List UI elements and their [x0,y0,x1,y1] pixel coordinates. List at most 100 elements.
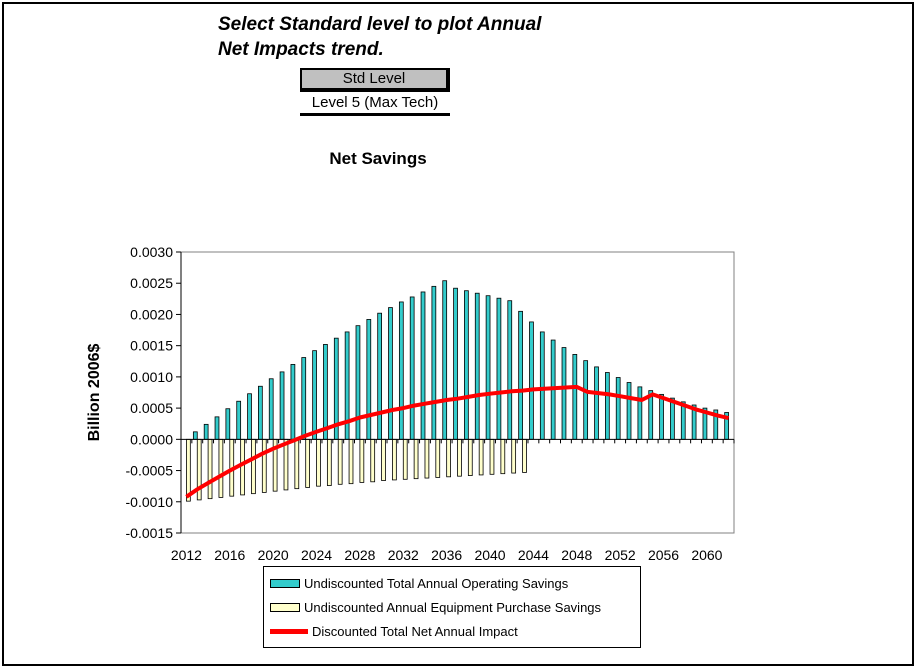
bar-operating-savings [236,400,242,440]
bar-operating-savings [485,295,491,440]
bar-equipment-savings [326,438,332,486]
bar-equipment-savings [251,438,256,495]
bar-operating-savings [583,360,589,440]
bar-equipment-savings [489,438,495,475]
bar-operating-savings [323,344,328,440]
bar-operating-savings [529,321,534,440]
y-tick-label: 0.0010 [130,369,173,385]
bar-operating-savings [225,408,231,440]
bar-operating-savings [388,307,393,440]
bar-operating-savings [670,397,675,440]
bar-operating-savings [507,300,513,440]
bar-operating-savings [312,350,317,440]
bar-equipment-savings [348,438,354,485]
bar-equipment-savings [500,438,506,475]
bar-operating-savings [561,347,567,440]
legend-label-operating: Undiscounted Total Annual Operating Savi… [304,575,569,591]
bar-operating-savings [279,371,285,440]
x-tick-label: 2044 [518,547,549,563]
bar-operating-savings [539,331,545,440]
y-tick-label: 0.0005 [130,400,173,416]
instruction-line-1: Select Standard level to plot Annual [218,14,542,35]
bar-operating-savings [398,301,404,440]
y-tick-label: 0.0015 [130,338,173,354]
legend-swatch-equipment [270,602,300,612]
bar-equipment-savings [435,438,441,478]
bar-operating-savings [420,291,426,440]
y-axis-label: Billion 2006$ [86,343,103,441]
bar-operating-savings [453,287,458,440]
x-tick-label: 2048 [561,547,592,563]
bar-equipment-savings [381,438,386,481]
bar-equipment-savings [402,438,408,480]
bar-operating-savings [214,416,220,440]
bar-operating-savings [626,382,632,440]
y-tick-label: -0.0005 [126,463,174,479]
bar-equipment-savings [218,438,224,498]
x-tick-label: 2032 [388,547,419,563]
y-tick-label: -0.0010 [126,494,174,510]
bar-operating-savings [377,312,382,440]
bar-operating-savings [192,431,198,440]
bar-equipment-savings [261,438,267,493]
bar-operating-savings [442,280,448,440]
bar-operating-savings [366,319,372,440]
bar-equipment-savings [186,438,191,502]
bar-equipment-savings [283,438,289,491]
bar-equipment-savings [424,438,430,479]
legend-item-operating-savings: Undiscounted Total Annual Operating Savi… [270,573,568,593]
bar-operating-savings [594,366,599,440]
instruction-text: Select Standard level to plot Annual Net… [218,12,638,62]
bar-equipment-savings [478,438,484,476]
legend-item-net-impact: Discounted Total Net Annual Impact [270,621,518,641]
legend-swatch-operating [270,578,300,588]
legend-label-net-impact: Discounted Total Net Annual Impact [312,623,518,639]
x-tick-label: 2024 [301,547,332,563]
x-tick-label: 2052 [605,547,636,563]
bar-equipment-savings [337,438,343,485]
bar-operating-savings [409,296,415,440]
bar-operating-savings [247,393,252,440]
bar-operating-savings [496,297,502,440]
y-tick-label: 0.0000 [130,431,173,447]
bar-equipment-savings [370,438,376,483]
x-tick-label: 2060 [691,547,722,563]
x-tick-label: 2036 [431,547,462,563]
bar-operating-savings [637,386,643,440]
x-tick-label: 2056 [648,547,679,563]
y-tick-label: -0.0015 [126,525,174,541]
chart-title: Net Savings [329,149,426,168]
bar-operating-savings [605,372,610,440]
bar-operating-savings [301,357,307,440]
legend-label-equipment: Undiscounted Annual Equipment Purchase S… [304,599,602,615]
bar-operating-savings [290,363,296,440]
bar-operating-savings [464,290,469,440]
bar-operating-savings [258,385,263,440]
bar-operating-savings [268,378,274,440]
x-tick-label: 2040 [474,547,505,563]
x-tick-label: 2012 [171,547,202,563]
y-tick-label: 0.0030 [130,244,173,260]
y-tick-label: 0.0025 [130,275,173,291]
bar-equipment-savings [511,438,517,474]
bar-equipment-savings [413,438,419,480]
standard-level-select[interactable]: Level 5 (Max Tech) [300,94,450,116]
bar-operating-savings [615,377,621,440]
bar-equipment-savings [359,438,365,483]
bar-equipment-savings [522,438,527,473]
bar-equipment-savings [467,438,473,476]
bar-operating-savings [355,325,361,440]
std-level-button[interactable]: Std Level [300,68,450,92]
x-tick-label: 2020 [258,547,289,563]
bar-equipment-savings [240,438,245,496]
bar-operating-savings [572,354,578,440]
legend-swatch-net-impact [270,628,308,634]
line-net-impact [185,384,730,499]
bar-equipment-savings [305,438,310,488]
bar-equipment-savings [446,438,451,478]
y-tick-label: 0.0020 [130,306,173,322]
bar-equipment-savings [316,438,321,487]
bar-equipment-savings [457,438,462,477]
